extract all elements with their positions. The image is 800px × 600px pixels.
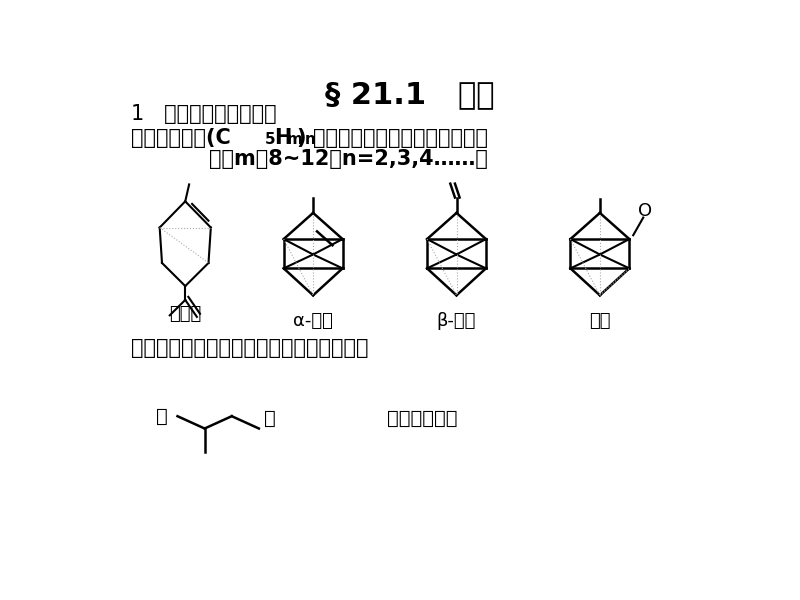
Text: n: n <box>305 132 315 147</box>
Text: O: O <box>638 202 652 220</box>
Text: ): ) <box>297 128 306 148</box>
Text: 尾: 尾 <box>264 409 276 428</box>
Text: 1   涵义和异戊二烯规律: 1 涵义和异戊二烯规律 <box>131 104 277 124</box>
Text: 头: 头 <box>157 407 168 425</box>
Text: 柠樼烯: 柠樼烯 <box>169 305 202 323</box>
Text: m: m <box>286 132 302 147</box>
Text: β-蔸烯: β-蔸烯 <box>437 312 476 330</box>
Text: 萨类的碌干可以划分为若干个异戊二烯单位: 萨类的碌干可以划分为若干个异戊二烯单位 <box>131 338 369 358</box>
Text: 异戊二烯单位: 异戊二烯单位 <box>386 409 458 428</box>
Text: 式中m＝8~12，n=2,3,4……。: 式中m＝8~12，n=2,3,4……。 <box>209 149 487 169</box>
Text: 萨类：通式为(C: 萨类：通式为(C <box>131 128 230 148</box>
Text: α-蔸烯: α-蔸烯 <box>293 312 333 330</box>
Text: 樟脑: 樟脑 <box>589 312 610 330</box>
Text: § 21.1   萨类: § 21.1 萨类 <box>326 80 494 109</box>
Text: 的链状或环状烃及其含氧衍生物: 的链状或环状烃及其含氧衍生物 <box>313 128 488 148</box>
Text: 5: 5 <box>265 132 276 147</box>
Text: H: H <box>274 128 292 148</box>
